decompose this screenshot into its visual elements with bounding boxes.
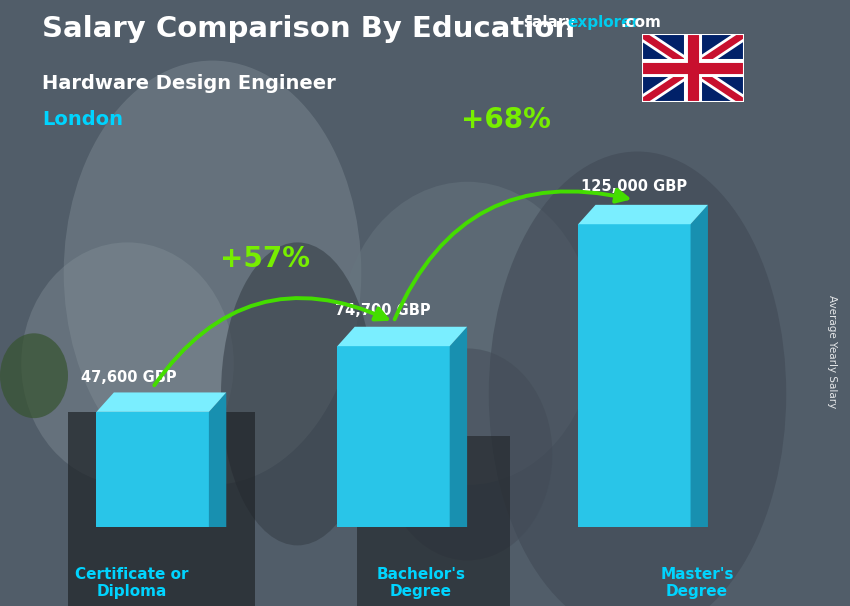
Polygon shape [578,224,690,527]
Polygon shape [97,393,226,412]
Text: London: London [42,110,123,129]
Ellipse shape [382,348,552,561]
Text: explorer: explorer [568,15,640,30]
Text: Average Yearly Salary: Average Yearly Salary [827,295,837,408]
Polygon shape [450,327,468,527]
Ellipse shape [21,242,234,485]
Text: Certificate or
Diploma: Certificate or Diploma [75,567,189,599]
Bar [68,412,255,606]
Polygon shape [337,327,468,346]
Text: Bachelor's
Degree: Bachelor's Degree [377,567,465,599]
Text: 74,700 GBP: 74,700 GBP [335,303,431,318]
Text: .com: .com [620,15,661,30]
Polygon shape [337,346,450,527]
Polygon shape [578,205,708,224]
Ellipse shape [221,242,374,545]
Ellipse shape [489,152,786,606]
Polygon shape [209,393,226,527]
Text: salary: salary [523,15,575,30]
Bar [357,436,510,606]
Text: +57%: +57% [220,245,310,273]
Polygon shape [642,34,744,102]
Text: 47,600 GBP: 47,600 GBP [81,370,177,385]
Text: 125,000 GBP: 125,000 GBP [581,179,688,194]
Text: +68%: +68% [461,106,551,134]
Polygon shape [690,205,708,527]
Polygon shape [97,412,209,527]
Ellipse shape [64,61,361,485]
Text: Salary Comparison By Education: Salary Comparison By Education [42,15,575,43]
Text: Master's
Degree: Master's Degree [660,567,734,599]
Ellipse shape [340,182,595,485]
Text: Hardware Design Engineer: Hardware Design Engineer [42,74,337,93]
Ellipse shape [0,333,68,418]
